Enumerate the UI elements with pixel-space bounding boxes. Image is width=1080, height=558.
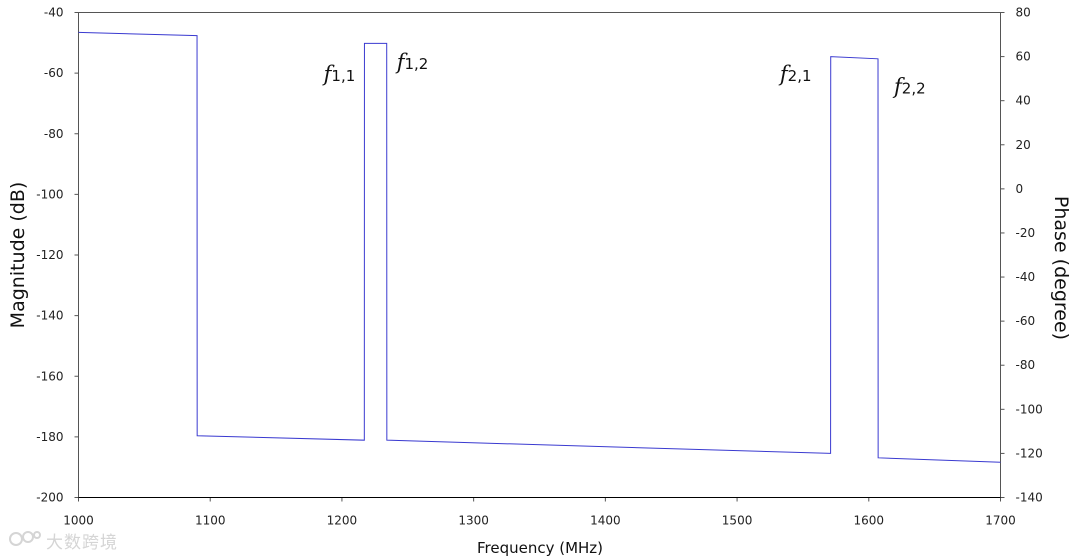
x-tick-label: 1100 [195, 514, 226, 528]
y-left-tick-label: -40 [44, 6, 64, 20]
y-left-tick-label: -100 [36, 187, 63, 201]
y-right-tick-label: 80 [1016, 6, 1031, 20]
y-right-tick-label: -40 [1016, 270, 1036, 284]
y-left-tick-label: -120 [36, 248, 63, 262]
watermark: 大数跨境 [8, 526, 148, 553]
x-axis-title: Frequency (MHz) [477, 539, 603, 557]
peak-label: f1,2 [395, 50, 429, 74]
y-left-axis-title: Magnitude (dB) [7, 182, 29, 329]
y-left-tick-label: -200 [36, 491, 63, 505]
series-layer [78, 31, 1001, 498]
y-left-axis-ticks: -40 -60 -80 -100 -120 -140 -160 -180 -200 [36, 6, 79, 505]
y-right-tick-label: -100 [1016, 402, 1043, 416]
peak-label: f2,2 [892, 74, 926, 98]
y-right-axis-title: Phase (degree) [1050, 196, 1072, 340]
y-right-tick-label: 20 [1016, 138, 1031, 152]
x-tick-label: 1700 [985, 514, 1016, 528]
y-left-tick-label: -180 [36, 430, 63, 444]
peak-label: f2,1 [778, 62, 812, 86]
y-right-axis-ticks: 80 60 40 20 0 -20 -40 -60 -80 -100 -120 -140 [1000, 6, 1043, 505]
plot-area [78, 12, 1001, 498]
watermark-text: 大数跨境 [46, 533, 118, 553]
x-axis-ticks: 1000 1100 1200 1300 1400 1500 1600 1700 [63, 497, 1016, 528]
peak-label: f1,1 [322, 62, 356, 86]
x-tick-label: 1300 [458, 514, 489, 528]
x-tick-label: 1200 [327, 514, 358, 528]
y-right-tick-label: -20 [1016, 226, 1036, 240]
annotation-layer: f1,1 f1,2 f2,1 f2,2 [322, 50, 926, 98]
y-right-tick-label: 40 [1016, 94, 1031, 108]
y-right-tick-label: 0 [1016, 182, 1024, 196]
y-right-tick-label: -140 [1016, 491, 1043, 505]
x-tick-label: 1500 [722, 514, 753, 528]
y-right-tick-label: -120 [1016, 446, 1043, 460]
y-right-tick-label: 60 [1016, 50, 1031, 64]
x-tick-label: 1000 [63, 514, 94, 528]
y-left-tick-label: -160 [36, 369, 63, 383]
y-right-tick-label: -80 [1016, 358, 1036, 372]
phase-series-line [78, 31, 1001, 463]
watermark-logo-icon [9, 531, 41, 546]
x-tick-label: 1400 [590, 514, 621, 528]
y-left-tick-label: -60 [44, 66, 64, 80]
y-right-tick-label: -60 [1016, 314, 1036, 328]
y-left-tick-label: -80 [44, 127, 64, 141]
x-tick-label: 1600 [854, 514, 885, 528]
y-left-tick-label: -140 [36, 309, 63, 323]
